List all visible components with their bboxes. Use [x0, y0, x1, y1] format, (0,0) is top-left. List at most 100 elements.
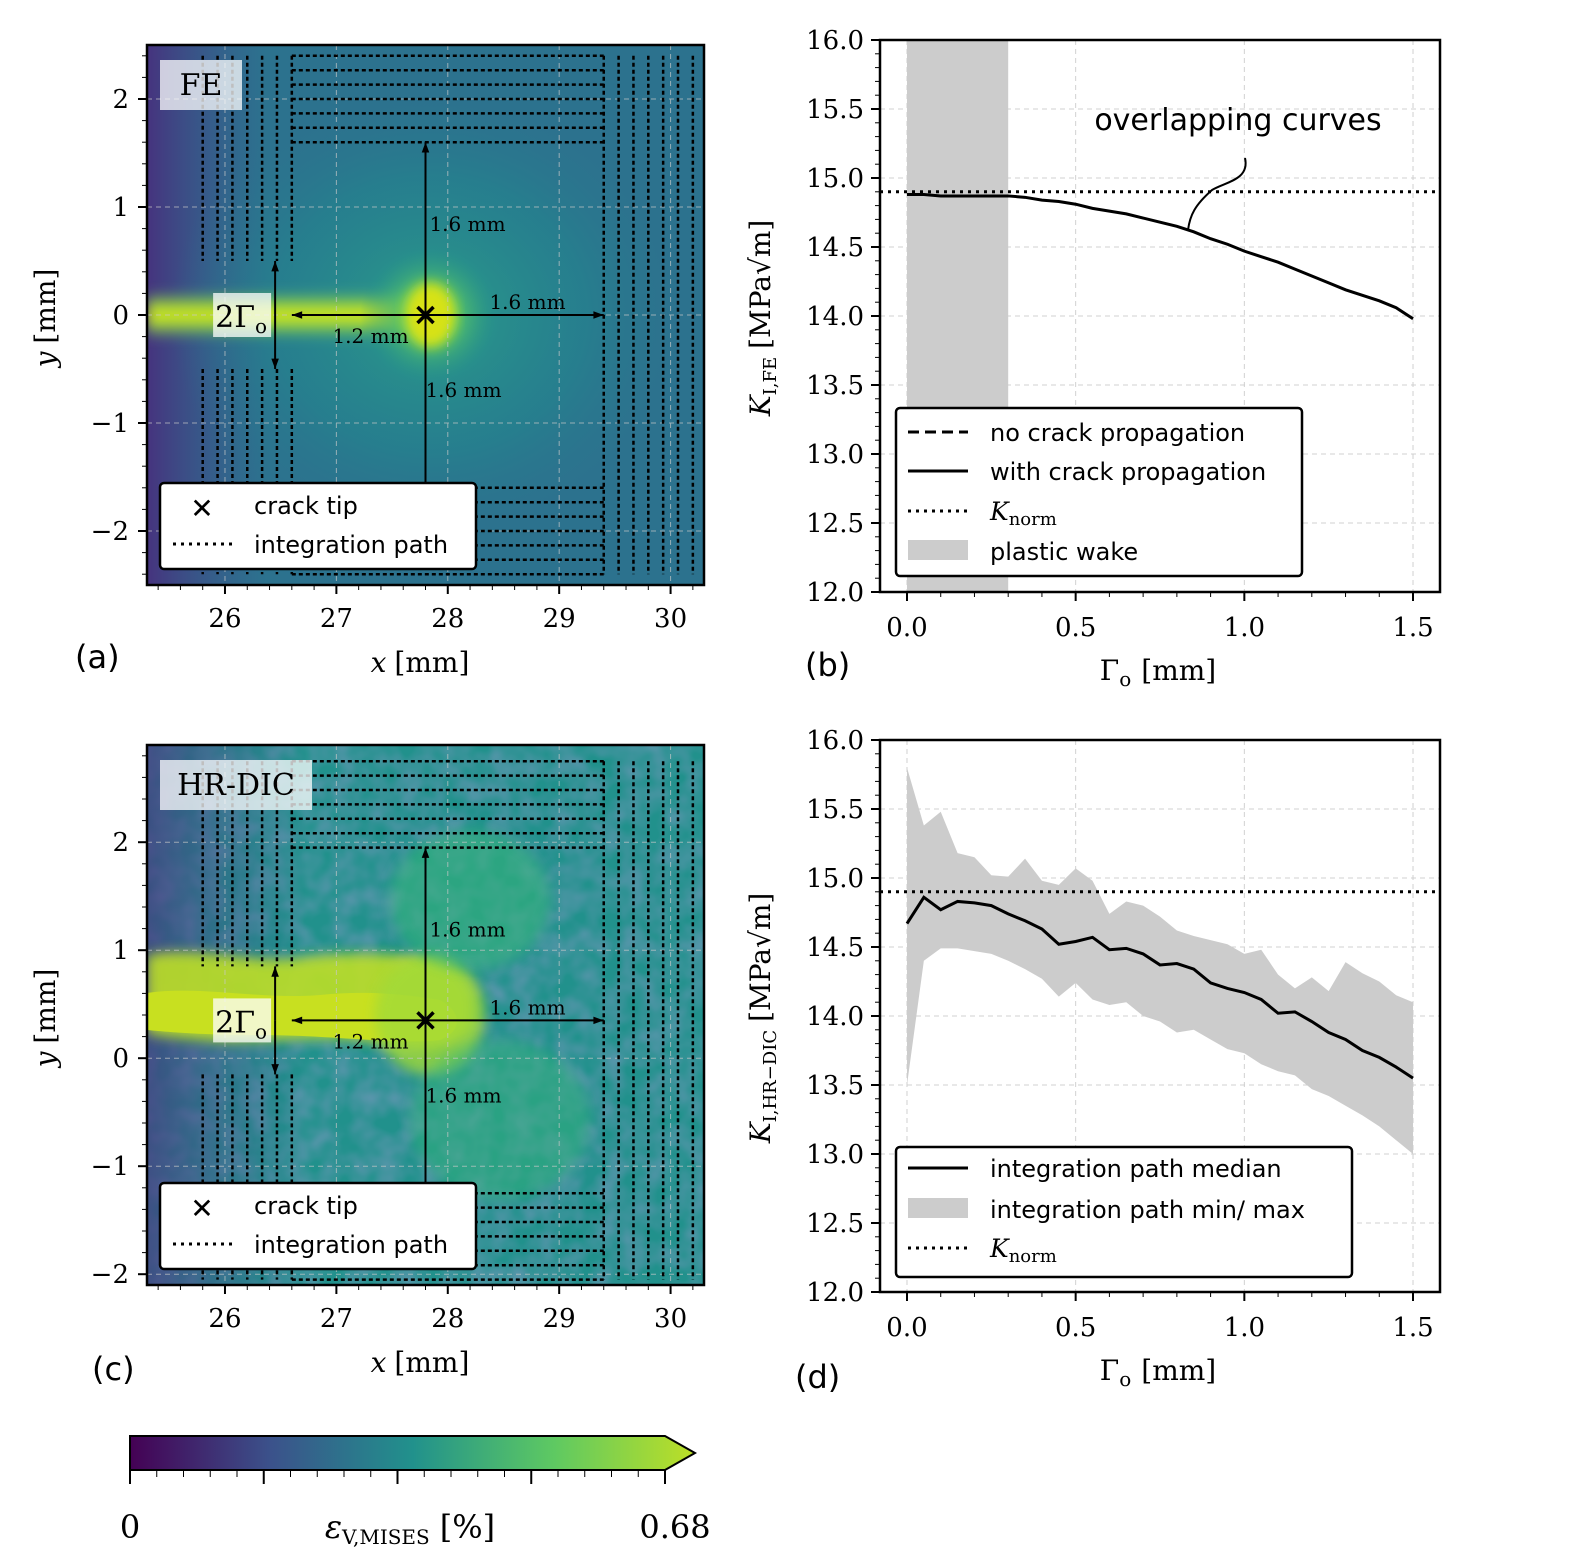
ytick-label: 15.0: [806, 164, 864, 194]
xtick-label: 29: [543, 604, 576, 634]
xtick-label: 0.5: [1055, 1313, 1096, 1343]
xtick-label: 0.0: [886, 1313, 927, 1343]
xtick-label: 28: [431, 604, 464, 634]
dist-down-label: 1.6 mm: [425, 1083, 501, 1107]
minmax-band: [906, 767, 1414, 1154]
ytick-label: 1: [112, 193, 129, 223]
title-box-c: [160, 760, 312, 810]
gamma-label: 2Γo: [215, 300, 267, 338]
xtick-label: 26: [208, 1304, 241, 1334]
xtick-label: 27: [320, 604, 353, 634]
gamma-box: [213, 998, 272, 1043]
xtick-label: 30: [654, 1304, 687, 1334]
colorbar-bar: [129, 1435, 698, 1471]
xtick-label: 28: [431, 1304, 464, 1334]
gamma-arrow-up-head: [271, 966, 279, 977]
xtick-label: 30: [654, 604, 687, 634]
xlabel-d: Γo [mm]: [1100, 1354, 1216, 1391]
legend-path-label-c: integration path: [254, 1231, 448, 1259]
dist-down-label: 1.6 mm: [425, 378, 501, 402]
dist-left-label: 1.2 mm: [332, 324, 408, 348]
ytick-label: 2: [112, 828, 129, 858]
ytick-label: 12.0: [806, 1278, 864, 1308]
ytick-label: 16.0: [806, 726, 864, 756]
panel-title-c: HR-DIC: [177, 768, 295, 803]
ytick-label: −2: [91, 1260, 129, 1290]
xlabel-a: x [mm]: [371, 646, 470, 679]
gamma-arrow-up-head: [271, 261, 279, 272]
xtick-label: 0.0: [886, 613, 927, 643]
panel-label-c: (c): [92, 1350, 135, 1388]
annotation-overlapping-curves: overlapping curves: [1094, 103, 1381, 138]
arrow-left-head: [291, 311, 303, 319]
panel-label-b: (b): [805, 646, 850, 684]
xtick-label: 1.5: [1392, 613, 1433, 643]
panel-a: 26 27 28 29 30 2 1 0 −1 −2 FE 2Γo 1.2 mm 1.6 mm 1.6 …: [29, 43, 706, 679]
panel-b: 0.0 0.5 1.0 1.5 12.0 12.5 13.0 13.5 14.0 14.5 15.0…: [744, 26, 1442, 691]
ytick-label: 0: [112, 301, 129, 331]
ytick-label: 12.5: [806, 509, 864, 539]
xtick-label: 1.0: [1224, 613, 1265, 643]
ytick-label: 12.0: [806, 578, 864, 608]
colorbar-max-label: 0.68: [639, 1508, 710, 1546]
ytick-label: 14.0: [806, 302, 864, 332]
ytick-label: −1: [91, 409, 129, 439]
legend-with-prop-label: with crack propagation: [990, 458, 1266, 486]
ytick-label: 16.0: [806, 26, 864, 56]
xtick-label: 26: [208, 604, 241, 634]
annotations-c: 2Γo 1.2 mm 1.6 mm 1.6 mm 1.6 mm: [213, 847, 604, 1194]
ytick-label: 2: [112, 85, 129, 115]
legend-a: ✕ crack tip integration path: [158, 481, 478, 571]
dist-right-label: 1.6 mm: [489, 995, 565, 1019]
legend-minmax-label: integration path min/ max: [990, 1196, 1305, 1224]
title-box-a: [160, 60, 242, 110]
ylabel-c: y[mm]: [29, 969, 62, 1070]
panel-title-a: FE: [180, 68, 223, 103]
legend-crack-tip-marker-a: ✕: [190, 492, 213, 525]
ytick-label: 14.5: [806, 233, 864, 263]
xlabel-c: x [mm]: [371, 1346, 470, 1379]
legend-d: integration path median integration path…: [894, 1145, 1354, 1279]
ytick-label: 12.5: [806, 1209, 864, 1239]
ytick-label: 14.5: [806, 933, 864, 963]
colorbar: 0 0.68 εV,MISES [%]: [120, 1435, 711, 1549]
colorbar-label: εV,MISES [%]: [325, 1508, 495, 1549]
dist-left-label: 1.2 mm: [332, 1029, 408, 1053]
ytick-label: 13.5: [806, 371, 864, 401]
annotations-a: 2Γo 1.2 mm 1.6 mm 1.6 mm 1.6 mm: [213, 142, 604, 488]
gamma-arrow-down-head: [271, 358, 279, 369]
panel-label-d: (d): [795, 1358, 840, 1396]
dist-right-label: 1.6 mm: [489, 290, 565, 314]
ytick-label: 13.5: [806, 1071, 864, 1101]
panel-c: 26 27 28 29 30 2 1 0 −1 −2 HR-DIC 2Γo 1.2 mm 1.6 mm…: [29, 743, 706, 1388]
arrow-right-head: [593, 1016, 604, 1025]
series-median: [905, 895, 1414, 1080]
ylabel-b: KI,FE[MPa√m]: [744, 220, 781, 418]
legend-crack-tip-label-a: crack tip: [254, 492, 358, 520]
ytick-label: 15.5: [806, 95, 864, 125]
legend-knorm-label-b: Knorm: [989, 497, 1057, 530]
ytick-label: 14.0: [806, 1002, 864, 1032]
arrow-right-head: [593, 311, 604, 319]
annotation-bracket: [1187, 157, 1247, 231]
dist-up-label: 1.6 mm: [429, 917, 505, 941]
ytick-label: −1: [91, 1152, 129, 1182]
xtick-label: 1.5: [1392, 1313, 1433, 1343]
legend-wake-swatch: [908, 540, 968, 560]
legend-c: ✕ crack tip integration path: [158, 1181, 478, 1271]
ytick-label: 0: [112, 1044, 129, 1074]
dist-up-label: 1.6 mm: [429, 212, 505, 236]
arrow-up-head: [421, 847, 430, 858]
xlabel-b: Γo [mm]: [1100, 654, 1216, 691]
legend-minmax-swatch: [908, 1198, 968, 1218]
arrow-up-head: [421, 142, 430, 153]
xtick-label: 29: [543, 1304, 576, 1334]
ylabel-d: KI,HR−DIC[MPa√m]: [744, 893, 781, 1145]
legend-crack-tip-marker-c: ✕: [190, 1192, 213, 1225]
legend-crack-tip-label-c: crack tip: [254, 1192, 358, 1220]
arrow-left-head: [291, 1016, 303, 1025]
legend-knorm-label-d: Knorm: [989, 1234, 1057, 1267]
ylabel-a: y[mm]: [29, 269, 62, 370]
ytick-label: −2: [91, 517, 129, 547]
